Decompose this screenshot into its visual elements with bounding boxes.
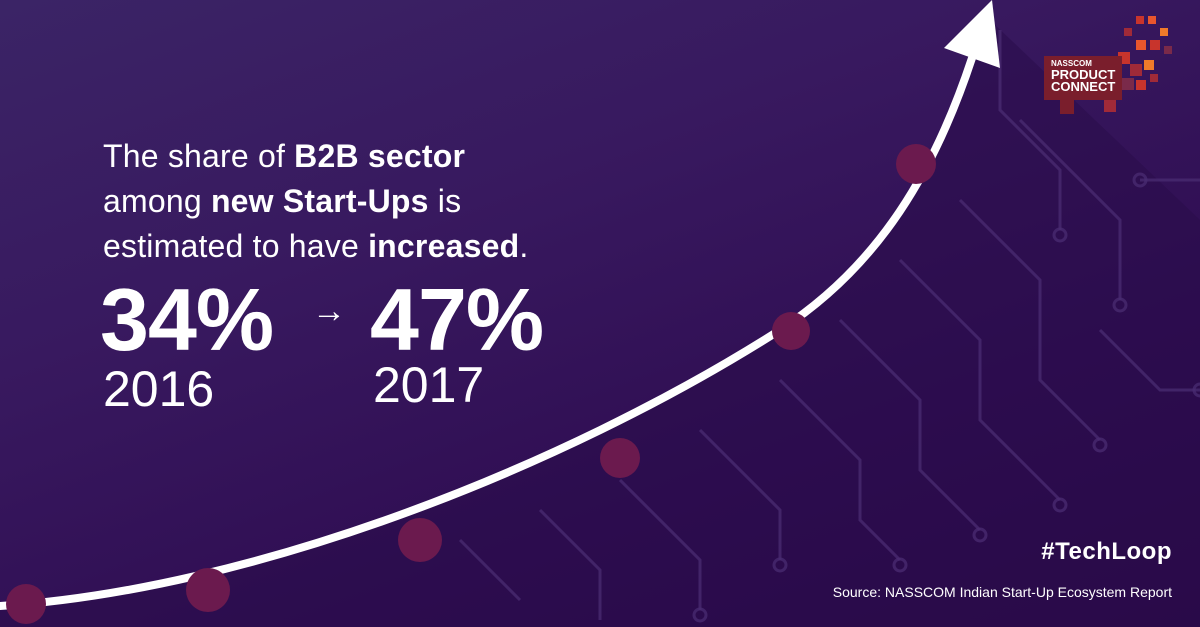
headline-line2-prefix: among [103,183,211,219]
headline-line3-prefix: estimated to have [103,228,369,264]
curve-markers [6,144,936,624]
headline-line1-prefix: The share of [103,138,295,174]
growth-arrow-icon [944,0,1000,68]
stat-to-year: 2017 [373,357,485,413]
curve-marker [600,438,640,478]
logo-line2: CONNECT [1051,79,1116,94]
under-curve-shade [0,20,1200,627]
curve-marker [6,584,46,624]
headline: The share of B2B sector among new Start-… [103,134,528,269]
stat-from-value: 34% [100,270,274,369]
source-note: Source: NASSCOM Indian Start-Up Ecosyste… [832,584,1172,600]
circuit-nodes [692,172,1200,623]
stat-from-year: 2016 [103,361,215,417]
headline-line2-suffix: is [428,183,462,219]
nasscom-product-connect-logo: NASSCOM PRODUCT CONNECT [1044,56,1122,100]
headline-line3-bold: increased [368,228,520,264]
headline-line2-bold: new Start-Ups [210,183,429,219]
curve-marker [772,312,810,350]
logo-pixels [1060,16,1172,114]
hashtag: #TechLoop [1041,538,1172,565]
headline-line1-bold: B2B sector [294,138,466,174]
curve-marker [398,518,442,562]
stat-to-value: 47% [370,270,544,369]
logo-line1: PRODUCT [1051,67,1116,82]
curve-marker [896,144,936,184]
curve-marker [186,568,230,612]
headline-line3-suffix: . [519,228,529,264]
arrow-icon: → [312,292,346,330]
circuit-pattern [458,30,1200,620]
logo-brand: NASSCOM [1051,59,1092,68]
